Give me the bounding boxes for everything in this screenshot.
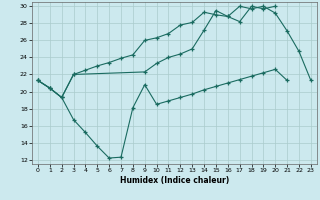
- X-axis label: Humidex (Indice chaleur): Humidex (Indice chaleur): [120, 176, 229, 185]
